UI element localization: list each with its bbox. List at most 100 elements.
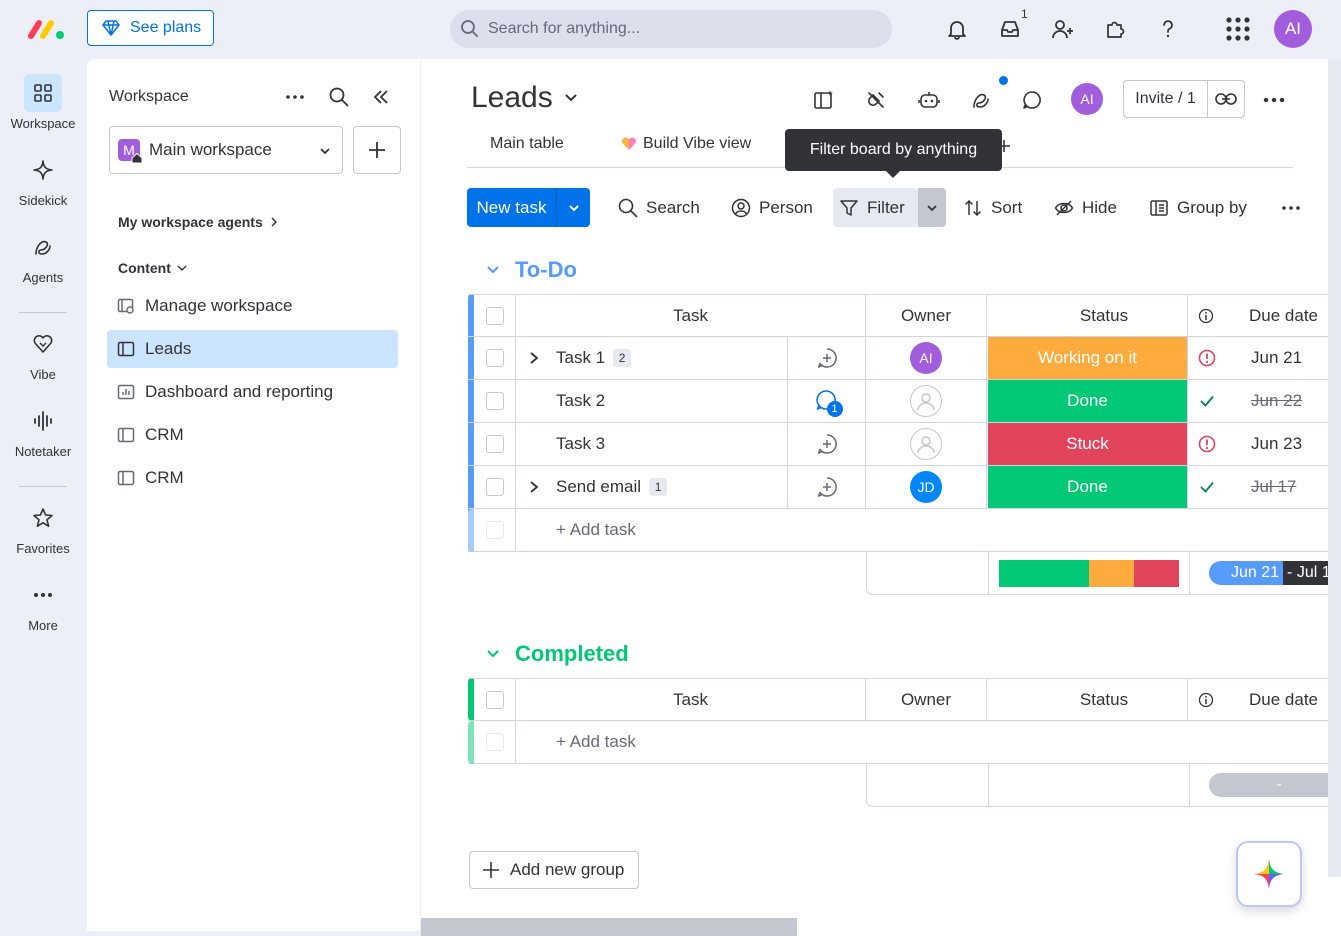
- add-task-row[interactable]: + Add task: [468, 509, 1341, 552]
- rail-item-notetaker[interactable]: Notetaker: [0, 402, 86, 459]
- due-date-range-summary[interactable]: Jun 21 - Jul 17: [1209, 561, 1341, 585]
- status-cell[interactable]: Done: [988, 380, 1188, 422]
- hide-columns-button[interactable]: Hide: [1048, 188, 1123, 227]
- add-task-row[interactable]: + Add task: [468, 721, 1341, 764]
- board-member-avatar[interactable]: AI: [1071, 83, 1103, 115]
- subitems-count-badge[interactable]: 2: [613, 349, 632, 367]
- due-date-cell[interactable]: Jul 17: [1188, 466, 1341, 508]
- invite-user-icon[interactable]: [1048, 14, 1078, 44]
- search-input[interactable]: Search for anything...: [450, 10, 892, 48]
- sidebar-item-manage-workspace[interactable]: Manage workspace: [107, 287, 398, 325]
- workspace-agents-link[interactable]: My workspace agents: [118, 214, 279, 230]
- table-row[interactable]: Task 2 1 Done Jun 22: [468, 380, 1341, 423]
- column-header-status[interactable]: Status: [987, 295, 1214, 337]
- board-title[interactable]: Leads: [471, 81, 579, 115]
- owner-cell[interactable]: JD: [866, 466, 987, 508]
- select-all-checkbox[interactable]: [474, 295, 516, 337]
- filter-button[interactable]: Filter: [833, 188, 918, 227]
- status-summary-segment[interactable]: [1134, 560, 1179, 587]
- column-header-due-date[interactable]: Due date: [1188, 679, 1341, 721]
- due-date-cell[interactable]: Jun 23: [1188, 423, 1341, 465]
- tab-build-vibe-view[interactable]: Build Vibe view: [621, 135, 751, 153]
- column-header-due-date[interactable]: Due date: [1188, 295, 1341, 337]
- updates-chat-icon[interactable]: [1017, 85, 1047, 115]
- rail-item-agents[interactable]: Agents: [0, 228, 86, 285]
- apps-puzzle-icon[interactable]: [1100, 14, 1130, 44]
- column-header-status[interactable]: Status: [987, 679, 1214, 721]
- updates-icon[interactable]: 1: [788, 380, 866, 422]
- due-date-range-summary[interactable]: -: [1209, 773, 1341, 797]
- sidebar-item-crm[interactable]: CRM: [107, 459, 398, 497]
- sidebar-item-leads[interactable]: Leads: [107, 330, 398, 368]
- status-cell[interactable]: Working on it: [988, 337, 1188, 379]
- due-date-cell[interactable]: Jun 21: [1188, 337, 1341, 379]
- add-update-icon[interactable]: [788, 337, 866, 379]
- status-cell[interactable]: Done: [988, 466, 1188, 508]
- expand-chevron-icon[interactable]: [528, 351, 556, 365]
- new-task-button[interactable]: New task: [467, 188, 557, 227]
- add-update-icon[interactable]: [788, 423, 866, 465]
- rail-item-more[interactable]: More: [0, 576, 86, 633]
- sidebar-more-icon[interactable]: [285, 87, 305, 107]
- toolbar-more-icon[interactable]: [1281, 205, 1301, 211]
- integrations-icon[interactable]: [861, 85, 891, 115]
- new-task-dropdown[interactable]: [557, 188, 590, 227]
- expand-chevron-icon[interactable]: [528, 480, 556, 494]
- subitems-count-badge[interactable]: 1: [649, 478, 668, 496]
- automations-robot-icon[interactable]: [914, 85, 944, 115]
- status-summary-segment[interactable]: [999, 560, 1089, 587]
- monday-logo[interactable]: [28, 18, 66, 40]
- copy-link-icon[interactable]: [1208, 81, 1244, 117]
- add-new-group-button[interactable]: Add new group: [469, 851, 639, 889]
- row-checkbox[interactable]: [474, 337, 516, 379]
- user-avatar[interactable]: AI: [1274, 10, 1312, 48]
- column-header-owner[interactable]: Owner: [866, 295, 987, 337]
- horizontal-scrollbar[interactable]: [421, 918, 797, 936]
- inbox-icon[interactable]: [995, 14, 1025, 44]
- ai-assistant-button[interactable]: [1236, 841, 1302, 907]
- add-item-button[interactable]: [353, 126, 401, 174]
- sidebar-search-icon[interactable]: [329, 87, 349, 107]
- rail-item-favorites[interactable]: Favorites: [0, 499, 86, 556]
- app-grid-icon[interactable]: [1223, 14, 1253, 44]
- group-header-completed[interactable]: Completed: [485, 641, 629, 667]
- see-plans-button[interactable]: See plans: [87, 10, 214, 46]
- column-header-task[interactable]: Task: [516, 679, 866, 721]
- owner-cell[interactable]: [866, 380, 987, 422]
- column-header-task[interactable]: Task: [516, 295, 866, 337]
- workspace-selector[interactable]: M Main workspace: [109, 126, 343, 174]
- task-cell[interactable]: Task 1 2: [516, 337, 788, 379]
- add-task-input[interactable]: + Add task: [516, 721, 1341, 763]
- group-header-todo[interactable]: To-Do: [485, 257, 577, 283]
- status-cell[interactable]: Stuck: [988, 423, 1188, 465]
- status-summary-segment[interactable]: [1089, 560, 1134, 587]
- vertical-scrollbar[interactable]: [1328, 59, 1341, 877]
- help-icon[interactable]: [1153, 14, 1183, 44]
- sidekick-panel-icon[interactable]: [809, 85, 839, 115]
- rail-item-vibe[interactable]: Vibe: [0, 325, 86, 382]
- filter-dropdown[interactable]: [918, 188, 946, 227]
- add-task-input[interactable]: + Add task: [516, 509, 1341, 551]
- person-filter-button[interactable]: Person: [725, 188, 819, 227]
- info-icon[interactable]: [1198, 692, 1214, 708]
- table-row[interactable]: Task 3 Stuck Jun 23: [468, 423, 1341, 466]
- collapse-sidebar-icon[interactable]: [371, 87, 391, 107]
- task-cell[interactable]: Task 3: [516, 423, 788, 465]
- sidebar-item-crm[interactable]: CRM: [107, 416, 398, 454]
- rail-item-sidekick[interactable]: Sidekick: [0, 151, 86, 208]
- group-by-button[interactable]: Group by: [1143, 188, 1253, 227]
- table-row[interactable]: Task 1 2 AI Working on it Jun 21: [468, 337, 1341, 380]
- sidebar-item-dashboard[interactable]: Dashboard and reporting: [107, 373, 398, 411]
- select-all-checkbox[interactable]: [474, 679, 516, 721]
- rail-item-workspace[interactable]: Workspace: [0, 74, 86, 131]
- status-summary-bar[interactable]: [999, 560, 1179, 587]
- content-section-toggle[interactable]: Content: [118, 260, 187, 276]
- tab-main-table[interactable]: Main table: [490, 135, 564, 153]
- table-row[interactable]: Send email 1 JD Done Jul 17: [468, 466, 1341, 509]
- row-checkbox[interactable]: [474, 466, 516, 508]
- column-header-owner[interactable]: Owner: [866, 679, 987, 721]
- due-date-cell[interactable]: Jun 22: [1188, 380, 1341, 422]
- invite-button[interactable]: Invite / 1: [1124, 81, 1208, 117]
- owner-cell[interactable]: AI: [866, 337, 987, 379]
- board-more-icon[interactable]: [1259, 85, 1289, 115]
